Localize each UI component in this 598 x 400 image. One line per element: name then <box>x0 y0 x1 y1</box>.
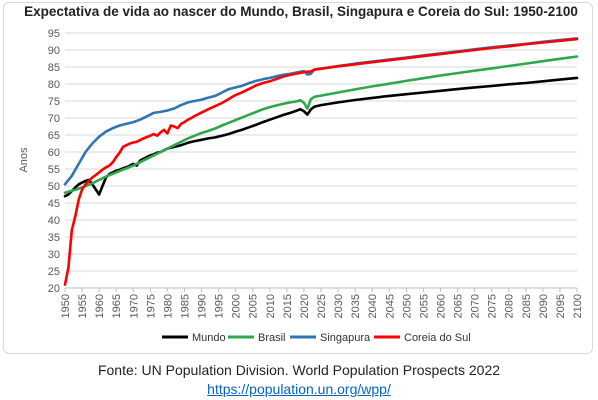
y-tick-label: 30 <box>48 249 60 261</box>
y-tick-label: 70 <box>48 113 60 125</box>
x-tick-label: 1960 <box>94 294 106 318</box>
legend-label: Singapura <box>320 332 371 344</box>
x-tick-label: 2085 <box>521 294 533 318</box>
x-tick-label: 1955 <box>77 294 89 318</box>
x-tick-label: 2010 <box>265 294 277 318</box>
y-tick-label: 25 <box>48 266 60 278</box>
x-tick-label: 2050 <box>401 294 413 318</box>
x-tick-label: 2000 <box>231 294 243 318</box>
x-tick-label: 2055 <box>418 294 430 318</box>
y-tick-label: 20 <box>48 283 60 295</box>
x-tick-label: 2075 <box>487 294 499 318</box>
x-tick-label: 2095 <box>555 294 567 318</box>
life-expectancy-chart: Expectativa de vida ao nascer do Mundo, … <box>18 4 584 344</box>
y-axis-ticks: 20 25 30 35 40 45 50 55 60 65 70 75 80 85 90 95 <box>48 28 60 295</box>
y-axis-label: Anos <box>18 147 30 173</box>
source-link[interactable]: https://population.un.org/wpp/ <box>207 381 391 397</box>
y-tick-label: 35 <box>48 232 60 244</box>
y-tick-label: 95 <box>48 28 60 40</box>
x-tick-label: 1950 <box>60 294 72 318</box>
x-tick-label: 2065 <box>453 294 465 318</box>
x-tick-label: 2030 <box>333 294 345 318</box>
x-tick-label: 1985 <box>179 294 191 318</box>
y-tick-label: 75 <box>48 96 60 108</box>
x-tick-label: 2080 <box>504 294 516 318</box>
series-lines <box>63 37 579 286</box>
y-tick-label: 45 <box>48 198 60 210</box>
x-tick-label: 1990 <box>197 294 209 318</box>
legend-label: Coreia do Sul <box>404 332 471 344</box>
x-axis-ticks: 1950 1955 1960 1965 1970 1975 1980 1985 1990 1995… <box>60 288 584 318</box>
chart-title: Expectativa de vida ao nascer do Mundo, … <box>24 4 578 19</box>
x-tick-label: 2020 <box>299 294 311 318</box>
series-line-coreia-do-sul <box>63 37 579 286</box>
x-tick-label: 2070 <box>470 294 482 318</box>
x-tick-label: 2015 <box>282 294 294 318</box>
x-tick-label: 2060 <box>435 294 447 318</box>
legend-label: Brasil <box>258 332 286 344</box>
y-tick-label: 40 <box>48 215 60 227</box>
x-tick-label: 2100 <box>572 294 584 318</box>
y-tick-label: 50 <box>48 181 60 193</box>
y-tick-label: 60 <box>48 147 60 159</box>
series-line-brasil <box>63 55 579 195</box>
legend: Mundo Brasil Singapura Coreia do Sul <box>162 332 471 344</box>
y-tick-label: 80 <box>48 79 60 91</box>
x-tick-label: 2025 <box>316 294 328 318</box>
x-tick-label: 2045 <box>384 294 396 318</box>
x-tick-label: 1965 <box>111 294 123 318</box>
x-tick-label: 2090 <box>538 294 550 318</box>
y-tick-label: 65 <box>48 130 60 142</box>
x-tick-label: 1980 <box>162 294 174 318</box>
y-tick-label: 90 <box>48 45 60 57</box>
x-tick-label: 1970 <box>128 294 140 318</box>
x-tick-label: 2035 <box>350 294 362 318</box>
source-caption: Fonte: UN Population Division. World Pop… <box>97 362 501 378</box>
x-tick-label: 1995 <box>214 294 226 318</box>
x-tick-label: 2040 <box>367 294 379 318</box>
x-tick-label: 1975 <box>145 294 157 318</box>
y-tick-label: 85 <box>48 62 60 74</box>
series-line-mundo <box>63 76 579 198</box>
chart-frame <box>3 2 593 354</box>
x-tick-label: 2005 <box>248 294 260 318</box>
y-tick-label: 55 <box>48 164 60 176</box>
legend-label: Mundo <box>192 332 226 344</box>
